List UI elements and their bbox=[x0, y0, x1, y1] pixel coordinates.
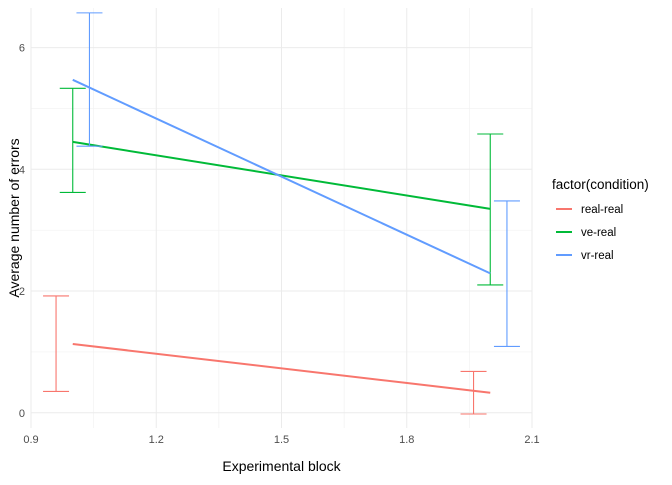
y-tick-label: 0 bbox=[19, 408, 25, 420]
y-tick-label: 2 bbox=[19, 286, 25, 298]
x-axis-title: Experimental block bbox=[222, 458, 341, 474]
x-tick-label: 2.1 bbox=[524, 434, 539, 446]
x-tick-label: 1.8 bbox=[399, 434, 414, 446]
plot-area bbox=[43, 12, 520, 415]
errorbar-vr-real bbox=[76, 12, 103, 147]
legend-items: real-real ve-real vr-real bbox=[556, 204, 623, 262]
x-tick-label: 1.5 bbox=[274, 434, 289, 446]
errorbar-vr-real bbox=[493, 200, 520, 347]
legend-item-ve-real: ve-real bbox=[556, 227, 616, 239]
legend: factor(condition) real-real ve-real vr-rea… bbox=[552, 177, 649, 262]
series-line-vr-real bbox=[72, 78, 491, 275]
legend-title: factor(condition) bbox=[552, 177, 649, 192]
y-tick-label: 6 bbox=[19, 43, 25, 55]
y-axis-title: Average number of errors bbox=[6, 138, 22, 297]
legend-item-real-real: real-real bbox=[556, 204, 623, 216]
x-tick-label: 1.2 bbox=[149, 434, 164, 446]
legend-label-real-real: real-real bbox=[581, 204, 623, 216]
errorbar-ve-real bbox=[59, 87, 86, 193]
axes: 0.9 1.2 1.5 1.8 2.1 0 2 4 6 bbox=[19, 43, 540, 446]
x-tick-label: 0.9 bbox=[23, 434, 38, 446]
series-line-ve-real bbox=[72, 140, 491, 210]
errorbar-real-real bbox=[43, 295, 70, 393]
series-line-real-real bbox=[72, 343, 491, 394]
series-ve-real bbox=[59, 87, 504, 286]
legend-label-vr-real: vr-real bbox=[581, 250, 614, 262]
legend-label-ve-real: ve-real bbox=[581, 227, 616, 239]
series-vr-real bbox=[72, 12, 520, 347]
y-tick-label: 4 bbox=[19, 164, 25, 176]
grid bbox=[30, 8, 533, 428]
errorbar-ve-real bbox=[477, 133, 504, 286]
series-real-real bbox=[43, 295, 491, 415]
errorbar-real-real bbox=[460, 370, 487, 415]
legend-item-vr-real: vr-real bbox=[556, 250, 614, 262]
